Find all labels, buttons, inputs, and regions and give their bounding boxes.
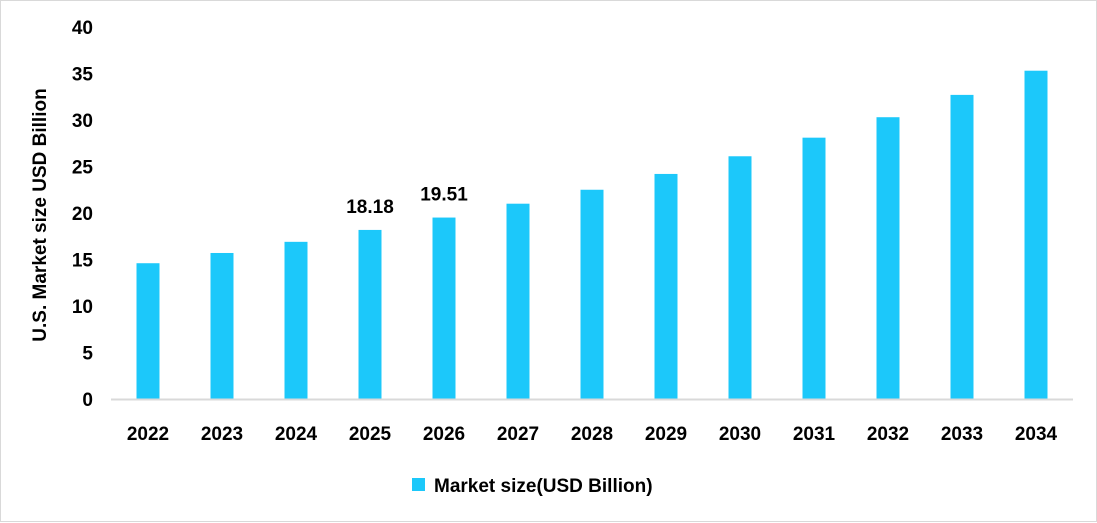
bar-2030: [728, 156, 752, 399]
y-tick-label: 10: [72, 297, 93, 318]
y-tick-label: 5: [82, 344, 93, 365]
y-tick-label: 15: [72, 251, 94, 272]
x-tick-label: 2025: [349, 424, 392, 445]
y-tick-label: 35: [72, 65, 94, 86]
data-label: 18.18: [346, 197, 394, 218]
y-tick-label: 20: [72, 204, 93, 225]
y-tick-label: 30: [72, 111, 93, 132]
bar-2024: [284, 241, 308, 399]
y-tick-label: 25: [72, 158, 94, 179]
x-tick-label: 2024: [275, 424, 318, 445]
bar-2025: [358, 229, 382, 399]
bar-2028: [580, 189, 604, 399]
y-axis-title: U.S. Market size USD Billion: [30, 88, 51, 341]
bar-2034: [1024, 70, 1048, 400]
x-tick-label: 2031: [793, 424, 836, 445]
bar-2023: [210, 252, 234, 399]
bar-2022: [136, 263, 160, 399]
bar-2033: [950, 94, 974, 399]
x-tick-label: 2033: [941, 424, 983, 445]
x-tick-label: 2023: [201, 424, 243, 445]
legend-swatch: [412, 478, 425, 491]
bar-2031: [802, 137, 826, 400]
x-tick-label: 2028: [571, 424, 613, 445]
data-label: 19.51: [420, 185, 468, 206]
x-tick-label: 2026: [423, 424, 465, 445]
y-tick-label: 0: [82, 390, 93, 411]
x-tick-label: 2027: [497, 424, 539, 445]
bar-2026: [432, 217, 456, 399]
y-tick-label: 40: [72, 18, 93, 39]
x-tick-label: 2029: [645, 424, 687, 445]
bar-2032: [876, 117, 900, 400]
x-tick-label: 2030: [719, 424, 761, 445]
legend-label: Market size(USD Billion): [434, 476, 653, 497]
x-tick-label: 2032: [867, 424, 909, 445]
bar-2029: [654, 173, 678, 399]
x-tick-label: 2022: [127, 424, 169, 445]
bar-2027: [506, 203, 530, 399]
x-tick-label: 2034: [1015, 424, 1058, 445]
